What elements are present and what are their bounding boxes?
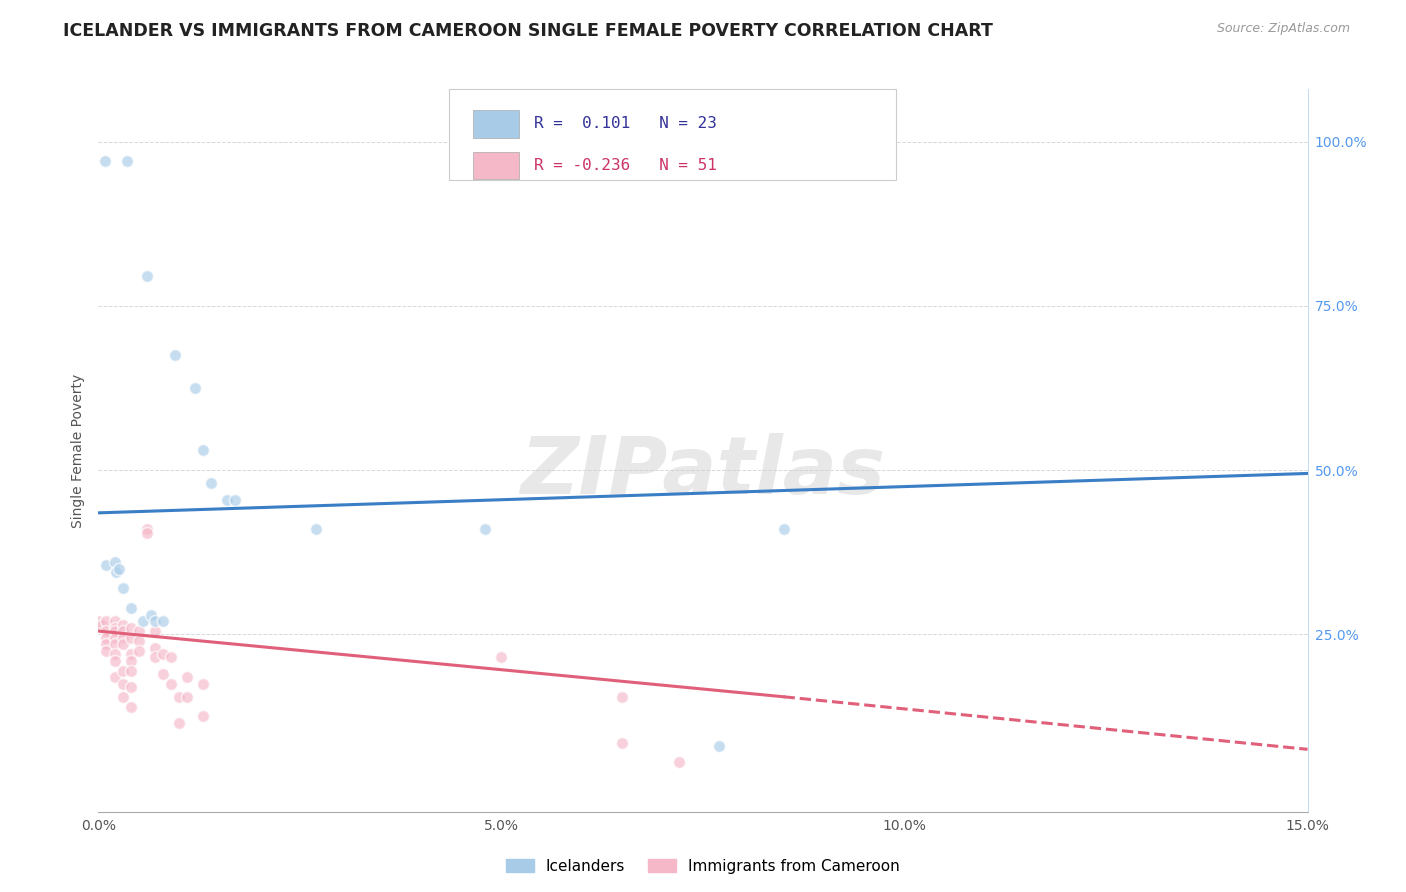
Point xyxy=(135,269,157,284)
Point xyxy=(107,562,129,576)
Point xyxy=(184,381,207,395)
Point xyxy=(94,154,117,169)
Point xyxy=(143,614,166,628)
Point xyxy=(105,565,128,579)
Text: Source: ZipAtlas.com: Source: ZipAtlas.com xyxy=(1216,22,1350,36)
Point xyxy=(120,631,142,645)
Point xyxy=(772,522,794,536)
Point xyxy=(103,637,125,651)
Bar xyxy=(474,111,519,137)
Point xyxy=(96,614,118,628)
Point xyxy=(115,154,138,169)
Point xyxy=(152,614,174,628)
Point xyxy=(612,736,634,750)
Point xyxy=(152,647,174,661)
Point xyxy=(143,640,166,655)
Point xyxy=(87,614,110,628)
Point xyxy=(139,607,162,622)
Point xyxy=(120,680,142,694)
Point xyxy=(491,650,513,665)
Point xyxy=(143,650,166,665)
Point xyxy=(96,558,118,573)
Point xyxy=(111,664,134,678)
Point xyxy=(160,676,183,690)
Point xyxy=(128,644,150,658)
Bar xyxy=(474,152,519,179)
Point xyxy=(120,601,142,615)
Point xyxy=(120,664,142,678)
Point xyxy=(176,690,198,704)
Point xyxy=(111,637,134,651)
Point xyxy=(91,617,114,632)
Point xyxy=(111,690,134,704)
Point xyxy=(135,525,157,540)
Point xyxy=(193,676,215,690)
Point xyxy=(103,647,125,661)
Point xyxy=(120,621,142,635)
FancyBboxPatch shape xyxy=(449,89,897,179)
Point xyxy=(111,676,134,690)
Point xyxy=(474,522,496,536)
Point xyxy=(103,654,125,668)
Point xyxy=(163,348,186,362)
Point xyxy=(612,690,634,704)
Point xyxy=(120,654,142,668)
Legend: Icelanders, Immigrants from Cameroon: Icelanders, Immigrants from Cameroon xyxy=(501,853,905,880)
Point xyxy=(111,624,134,639)
Point xyxy=(111,617,134,632)
Point xyxy=(143,624,166,639)
Y-axis label: Single Female Poverty: Single Female Poverty xyxy=(72,374,86,527)
Point xyxy=(176,670,198,684)
Point xyxy=(96,624,118,639)
Point xyxy=(128,634,150,648)
Point xyxy=(120,699,142,714)
Text: R = -0.236   N = 51: R = -0.236 N = 51 xyxy=(534,158,717,173)
Point xyxy=(111,631,134,645)
Point xyxy=(160,650,183,665)
Point xyxy=(193,709,215,723)
Point xyxy=(103,614,125,628)
Point xyxy=(103,624,125,639)
Point xyxy=(224,492,246,507)
Point xyxy=(167,716,190,731)
Point xyxy=(103,631,125,645)
Point xyxy=(128,624,150,639)
Point xyxy=(120,647,142,661)
Point xyxy=(96,644,118,658)
Point xyxy=(305,522,328,536)
Text: ZIPatlas: ZIPatlas xyxy=(520,434,886,511)
Point xyxy=(167,690,190,704)
Point xyxy=(103,621,125,635)
Point xyxy=(707,739,730,753)
Point xyxy=(193,443,215,458)
Point xyxy=(103,670,125,684)
Point xyxy=(132,614,155,628)
Point xyxy=(96,637,118,651)
Point xyxy=(135,522,157,536)
Point xyxy=(111,582,134,596)
Text: ICELANDER VS IMMIGRANTS FROM CAMEROON SINGLE FEMALE POVERTY CORRELATION CHART: ICELANDER VS IMMIGRANTS FROM CAMEROON SI… xyxy=(63,22,993,40)
Point xyxy=(217,492,239,507)
Point xyxy=(152,666,174,681)
Text: R =  0.101   N = 23: R = 0.101 N = 23 xyxy=(534,117,717,131)
Point xyxy=(96,631,118,645)
Point xyxy=(200,476,222,491)
Point xyxy=(668,756,690,770)
Point xyxy=(103,555,125,569)
